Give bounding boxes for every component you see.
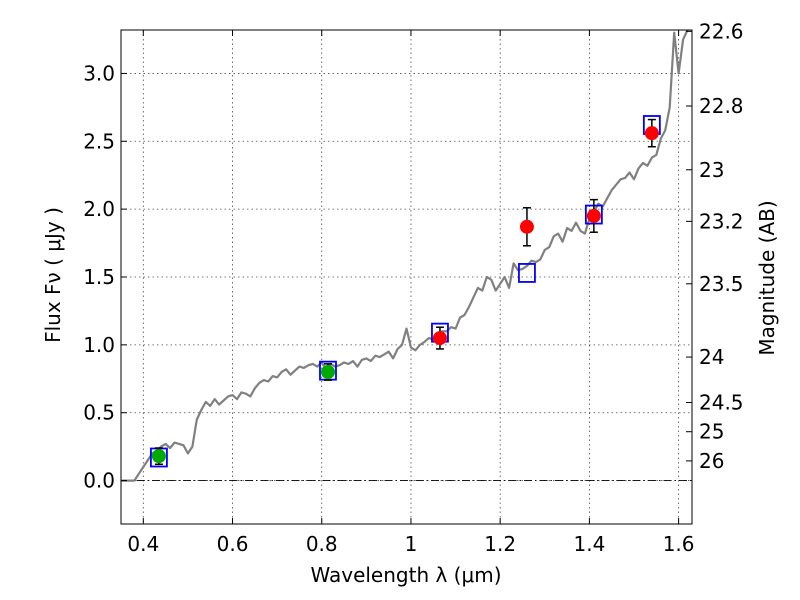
y2-tick-label: 24.5 — [699, 391, 744, 415]
tick-layer: 0.4 0.6 0.8 1 1.2 1.4 1.6 0.0 0.5 1.0 1.5 2.0 2.5 3.0… — [83, 19, 743, 556]
x-axis-label: Wavelength λ (μm) — [310, 563, 501, 587]
y-tick-label: 2.5 — [83, 129, 115, 153]
y2-axis-label: Magnitude (AB) — [755, 200, 779, 355]
y-tick-label: 0.5 — [83, 401, 115, 425]
optical-photometry-point — [320, 365, 335, 379]
y-tick-label: 1.5 — [83, 265, 115, 289]
y-axis-label: Flux Fν ( μJy ) — [41, 207, 65, 343]
marker-layer — [150, 115, 661, 468]
x-tick-label: 1.4 — [573, 532, 605, 556]
y2-tick-label: 23.2 — [699, 209, 744, 233]
x-tick-label: 1.2 — [484, 532, 516, 556]
y-tick-label: 2.0 — [83, 197, 115, 221]
nir-photometry-point — [519, 219, 534, 234]
y2-tick-label: 23.5 — [699, 272, 744, 296]
x-tick-label: 0.6 — [217, 532, 249, 556]
y2-tick-label: 25 — [699, 420, 724, 444]
x-tick-label: 0.8 — [306, 532, 338, 556]
x-tick-label: 1 — [405, 532, 418, 556]
y2-tick-label: 26 — [699, 449, 724, 473]
x-tick-label: 0.4 — [127, 532, 159, 556]
y2-tick-label: 22.8 — [699, 94, 744, 118]
nir-photometry-point — [586, 208, 601, 223]
nir-photometry-point — [432, 331, 447, 346]
y2-tick-label: 22.6 — [699, 19, 744, 43]
y-tick-label: 3.0 — [83, 61, 115, 85]
grid-layer — [121, 30, 692, 524]
y-tick-label: 0.0 — [83, 469, 115, 493]
y2-tick-label: 23 — [699, 158, 724, 182]
nir-photometry-point — [644, 126, 659, 141]
optical-photometry-point — [151, 449, 166, 464]
y2-tick-label: 24 — [699, 345, 724, 369]
x-tick-label: 1.6 — [663, 532, 695, 556]
model-photometry-square — [518, 263, 536, 283]
y-tick-label: 1.0 — [83, 333, 115, 357]
